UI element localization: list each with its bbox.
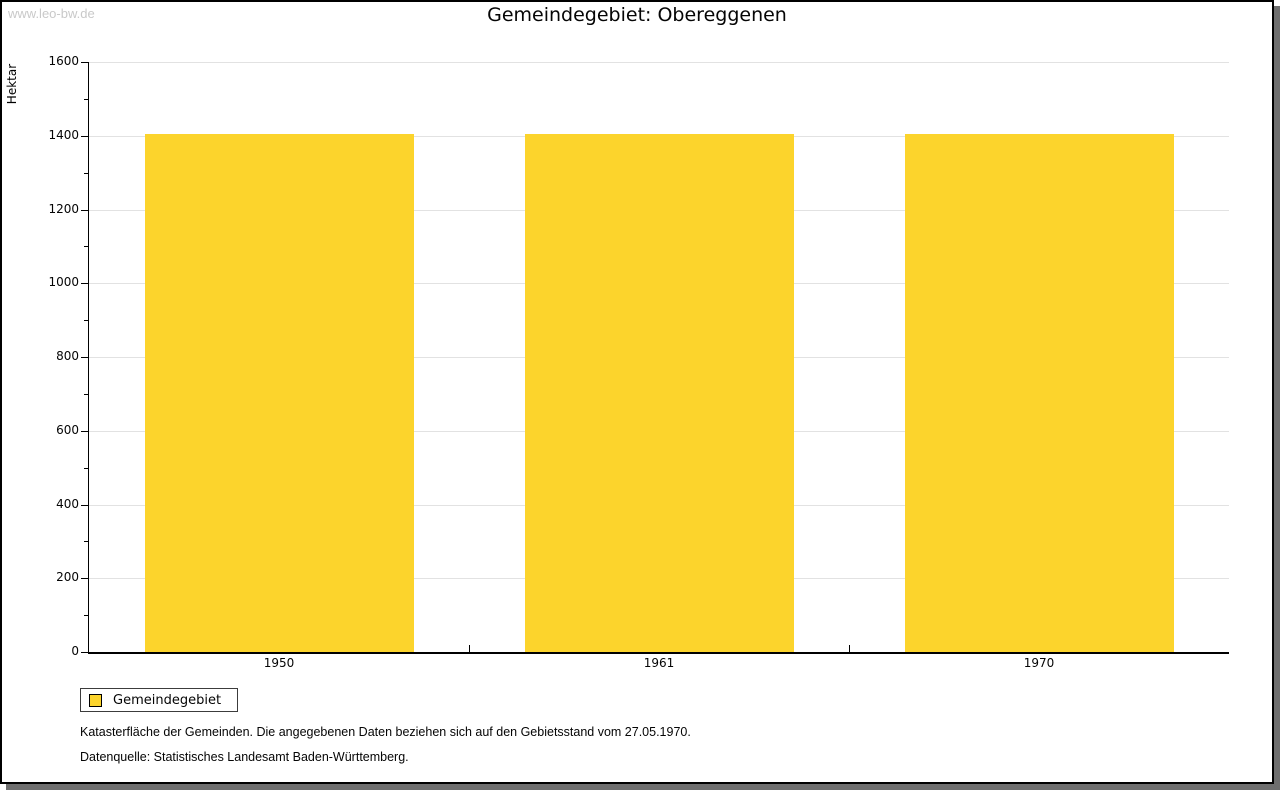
footnote-line-2: Datenquelle: Statistisches Landesamt Bad… (80, 750, 409, 764)
y-axis-tick (81, 357, 89, 358)
y-axis-tick (81, 578, 89, 579)
page-title: Gemeindegebiet: Obereggenen (487, 4, 787, 26)
watermark-text: www.leo-bw.de (8, 6, 95, 21)
y-axis-title: Hektar (5, 63, 19, 105)
y-axis-tick (81, 652, 89, 653)
y-axis-tick (81, 210, 89, 211)
y-axis-tick (84, 173, 89, 174)
y-tick-label: 1200 (48, 202, 79, 216)
y-axis-tick (81, 505, 89, 506)
y-axis-tick (84, 468, 89, 469)
y-tick-label: 1400 (48, 128, 79, 142)
y-tick-label: 1600 (48, 54, 79, 68)
footnote-line-1: Katasterfläche der Gemeinden. Die angege… (80, 725, 691, 739)
legend-swatch-icon (89, 693, 102, 707)
y-axis-tick (81, 62, 89, 63)
y-tick-label: 0 (71, 644, 79, 658)
plot-area: 0 200 400 600 800 1000 1200 1400 1600 1950 1961 197… (48, 54, 1229, 670)
y-tick-label: 200 (56, 570, 79, 584)
bar (905, 134, 1174, 652)
bar (525, 134, 794, 652)
y-axis-tick (81, 431, 89, 432)
y-axis-tick (84, 615, 89, 616)
gridline (89, 62, 1229, 63)
x-tick-label: 1961 (643, 656, 675, 670)
y-axis-tick (81, 283, 89, 284)
y-axis-tick (84, 320, 89, 321)
x-tick-label: 1950 (263, 656, 295, 670)
x-axis-tick (469, 645, 470, 652)
y-axis-tick (81, 136, 89, 137)
y-tick-label: 400 (56, 497, 79, 511)
y-tick-label: 600 (56, 423, 79, 437)
legend: Gemeindegebiet (80, 688, 239, 712)
y-axis-tick (84, 394, 89, 395)
x-tick-label: 1970 (1023, 656, 1055, 670)
y-axis-tick (84, 246, 89, 247)
y-axis-tick (84, 541, 89, 542)
bar (145, 134, 414, 652)
y-tick-label: 1000 (48, 275, 79, 289)
y-tick-label: 800 (56, 349, 79, 363)
y-axis-tick (84, 99, 89, 100)
x-axis-tick (849, 645, 850, 652)
legend-label: Gemeindegebiet (113, 692, 222, 708)
